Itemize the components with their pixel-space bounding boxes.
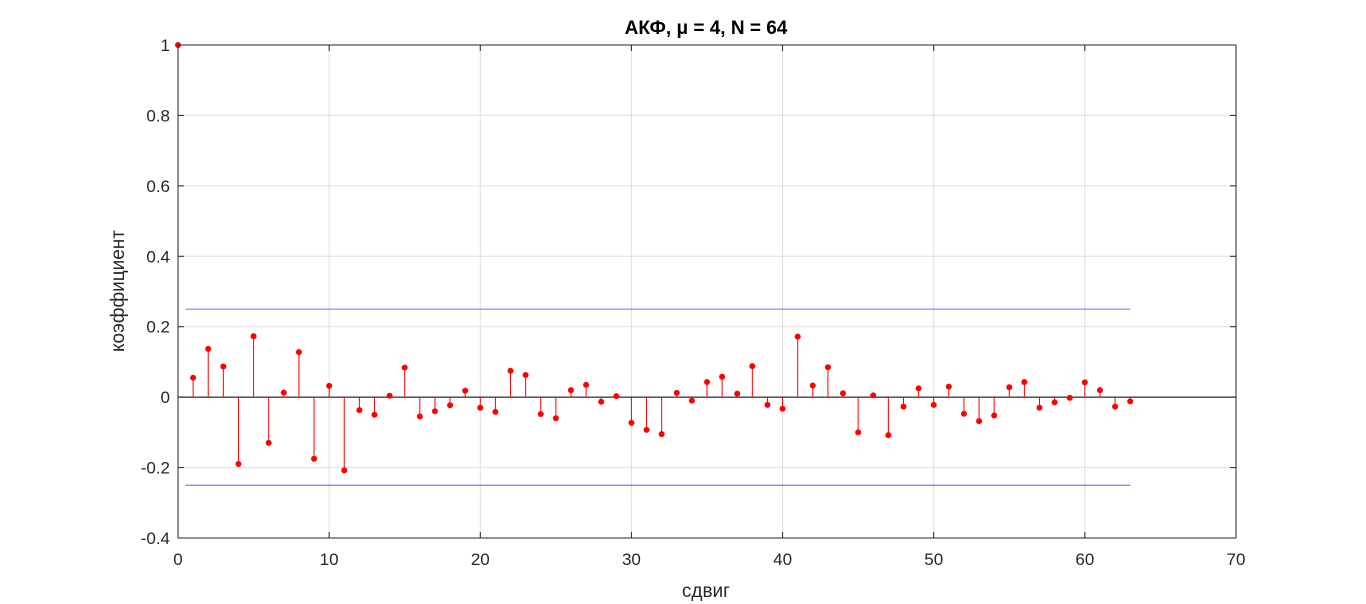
stem-marker: [613, 393, 620, 400]
stem-marker: [537, 411, 544, 418]
stem-marker: [870, 392, 877, 399]
stem-marker: [1081, 379, 1088, 386]
y-tick-label: 0: [161, 388, 170, 407]
stem-marker: [295, 349, 302, 356]
stem-marker: [416, 413, 423, 420]
stem-marker: [280, 389, 287, 396]
stem-marker: [976, 418, 983, 425]
stem-marker: [431, 408, 438, 415]
stem-marker: [462, 387, 469, 394]
chart-title: АКФ, μ = 4, N = 64: [625, 18, 788, 39]
x-tick-label: 10: [320, 550, 339, 569]
stem-marker: [840, 390, 847, 397]
stem-marker: [945, 383, 952, 390]
y-tick-label: 0.8: [146, 106, 170, 125]
stem-marker: [583, 381, 590, 388]
stem-marker: [643, 426, 650, 433]
stem-marker: [1006, 384, 1013, 391]
stem-marker: [220, 363, 227, 370]
stem-marker: [764, 401, 771, 408]
y-tick-label: 1: [161, 36, 170, 55]
stem-marker: [1051, 399, 1058, 406]
grid-lines: [178, 45, 1236, 538]
stem-marker: [779, 405, 786, 412]
stem-marker: [1021, 379, 1028, 386]
x-tick-label: 0: [173, 550, 182, 569]
stem-marker: [250, 333, 257, 340]
x-tick-label: 70: [1227, 550, 1246, 569]
plot-frame: [177, 44, 1237, 539]
stem-marker: [1112, 403, 1119, 410]
y-tick-label: 0.4: [146, 247, 170, 266]
y-tick-label: -0.2: [141, 459, 170, 478]
stem-marker: [1036, 404, 1043, 411]
stem-marker: [915, 385, 922, 392]
x-tick-label: 60: [1075, 550, 1094, 569]
stem-marker: [1096, 387, 1103, 394]
stem-marker: [704, 379, 710, 386]
y-axis-label: коэффициент: [108, 230, 129, 352]
stem-marker: [598, 398, 605, 405]
stem-marker: [809, 382, 816, 389]
stem-marker: [1127, 398, 1134, 405]
stem-marker: [341, 467, 348, 474]
stem-marker: [719, 373, 726, 380]
stem-marker: [401, 364, 408, 371]
stem-marker: [492, 408, 499, 415]
stem-marker: [311, 455, 318, 462]
y-tick-label: 0.2: [146, 318, 170, 337]
y-tick-label: -0.4: [141, 529, 170, 548]
stem-marker: [507, 367, 514, 374]
stem-marker: [447, 402, 454, 409]
stem-marker: [477, 404, 484, 411]
stem-marker: [265, 439, 272, 446]
stem-marker: [673, 389, 680, 396]
stem-marker: [356, 407, 363, 414]
stem-marker: [855, 429, 862, 436]
stem-marker: [885, 432, 892, 439]
stem-series: [175, 42, 1134, 474]
stem-marker: [688, 397, 695, 404]
x-tick-label: 50: [924, 550, 943, 569]
stem-marker: [960, 410, 967, 417]
x-tick-label: 20: [471, 550, 490, 569]
stem-marker: [235, 461, 242, 468]
x-tick-label: 30: [622, 550, 641, 569]
stem-marker: [628, 419, 635, 426]
stem-marker: [900, 403, 907, 410]
stem-marker: [824, 364, 831, 371]
stem-marker: [326, 382, 333, 389]
x-tick-label: 40: [773, 550, 792, 569]
stem-marker: [371, 411, 378, 418]
stem-marker: [386, 392, 393, 399]
y-tick-label: 0.6: [146, 177, 170, 196]
stem-marker: [930, 401, 937, 408]
stem-marker: [794, 333, 801, 340]
stem-marker: [734, 390, 741, 397]
stem-marker: [205, 345, 212, 352]
x-axis-label: сдвиг: [682, 581, 730, 602]
stem-marker: [749, 363, 756, 370]
stem-marker: [991, 412, 998, 419]
stem-marker: [567, 387, 574, 394]
axes-box: [177, 44, 1237, 539]
stem-marker: [552, 415, 559, 422]
stem-marker: [1066, 394, 1073, 401]
stem-marker: [522, 371, 529, 378]
stem-marker: [190, 374, 197, 381]
stem-marker: [658, 431, 665, 438]
tick-labels: 0 10 20 30 40 50 60 70 -0.4 -0.2 0 0.2 0.4 0.6 0.8 1: [141, 36, 1246, 569]
